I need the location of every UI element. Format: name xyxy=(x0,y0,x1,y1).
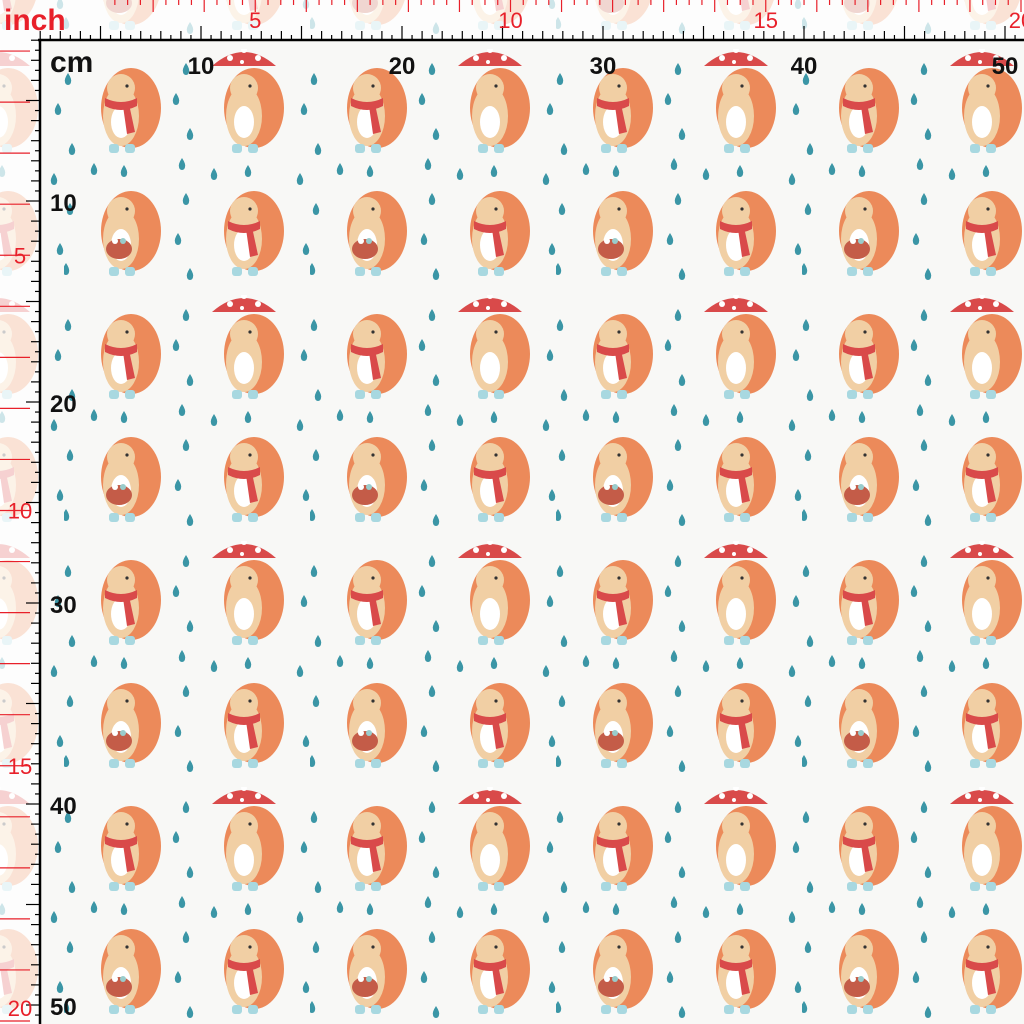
inch-unit: inch xyxy=(4,4,66,37)
left-inch-label: 5 xyxy=(14,243,26,268)
left-inch-label: 15 xyxy=(8,754,32,779)
left-cm-label: 20 xyxy=(50,391,77,418)
left-cm-label: 40 xyxy=(50,793,77,820)
top-ruler-bg xyxy=(0,0,1024,40)
top-inch-label: 10 xyxy=(498,8,522,33)
left-cm-label: 50 xyxy=(50,994,77,1021)
left-inch-label: 20 xyxy=(8,996,32,1021)
left-cm-label: 30 xyxy=(50,592,77,619)
top-inch-label: 20 xyxy=(1009,8,1024,33)
top-cm-label: 50 xyxy=(992,53,1019,80)
top-cm-label: 10 xyxy=(188,53,215,80)
top-cm-label: 20 xyxy=(389,53,416,80)
cm-unit: cm xyxy=(50,46,93,79)
top-cm-label: 40 xyxy=(791,53,818,80)
top-inch-label: 15 xyxy=(754,8,778,33)
left-inch-label: 10 xyxy=(8,499,32,524)
top-inch-label: 5 xyxy=(249,8,261,33)
top-cm-label: 30 xyxy=(590,53,617,80)
left-cm-label: 10 xyxy=(50,190,77,217)
left-ruler-bg xyxy=(0,40,40,1024)
